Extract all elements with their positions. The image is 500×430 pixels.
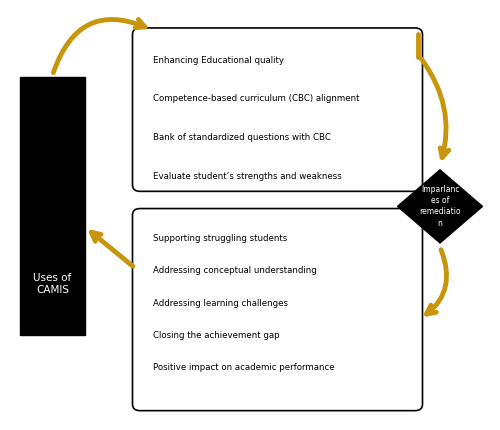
Text: Addressing conceptual understanding: Addressing conceptual understanding xyxy=(152,267,316,275)
Text: Positive impact on academic performance: Positive impact on academic performance xyxy=(152,363,334,372)
Text: Bank of standardized questions with CBC: Bank of standardized questions with CBC xyxy=(152,133,330,142)
Text: Imparlanc
es of
remediatio
n: Imparlanc es of remediatio n xyxy=(419,185,461,227)
Text: Competence-based curriculum (CBC) alignment: Competence-based curriculum (CBC) alignm… xyxy=(152,95,359,103)
FancyBboxPatch shape xyxy=(132,28,422,191)
Polygon shape xyxy=(398,170,482,243)
Text: Enhancing Educational quality: Enhancing Educational quality xyxy=(152,56,284,64)
Text: Supporting struggling students: Supporting struggling students xyxy=(152,234,287,243)
Text: Addressing learning challenges: Addressing learning challenges xyxy=(152,299,288,307)
FancyBboxPatch shape xyxy=(20,77,85,335)
Text: Evaluate student’s strengths and weakness: Evaluate student’s strengths and weaknes… xyxy=(152,172,341,181)
FancyBboxPatch shape xyxy=(132,209,422,411)
Text: Closing the achievement gap: Closing the achievement gap xyxy=(152,331,279,340)
Text: Uses of
CAMIS: Uses of CAMIS xyxy=(34,273,72,295)
